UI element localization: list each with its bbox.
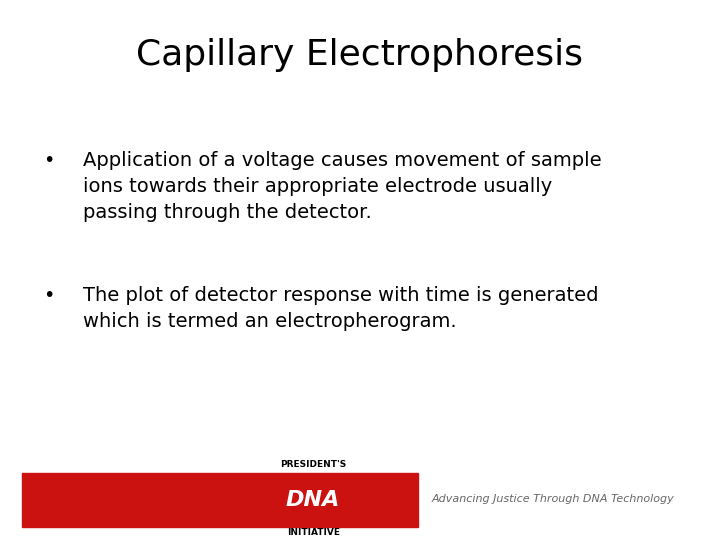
Text: Advancing Justice Through DNA Technology: Advancing Justice Through DNA Technology bbox=[432, 495, 675, 504]
Text: PRESIDENT'S: PRESIDENT'S bbox=[280, 460, 346, 469]
Text: Capillary Electrophoresis: Capillary Electrophoresis bbox=[137, 38, 583, 72]
Text: Application of a voltage causes movement of sample
ions towards their appropriat: Application of a voltage causes movement… bbox=[83, 151, 601, 222]
Text: DNA: DNA bbox=[286, 489, 341, 510]
Text: The plot of detector response with time is generated
which is termed an electrop: The plot of detector response with time … bbox=[83, 286, 598, 331]
Text: •: • bbox=[43, 286, 55, 305]
Bar bbox=[22, 472, 418, 526]
Text: •: • bbox=[43, 151, 55, 170]
Text: INITIATIVE: INITIATIVE bbox=[287, 528, 340, 537]
